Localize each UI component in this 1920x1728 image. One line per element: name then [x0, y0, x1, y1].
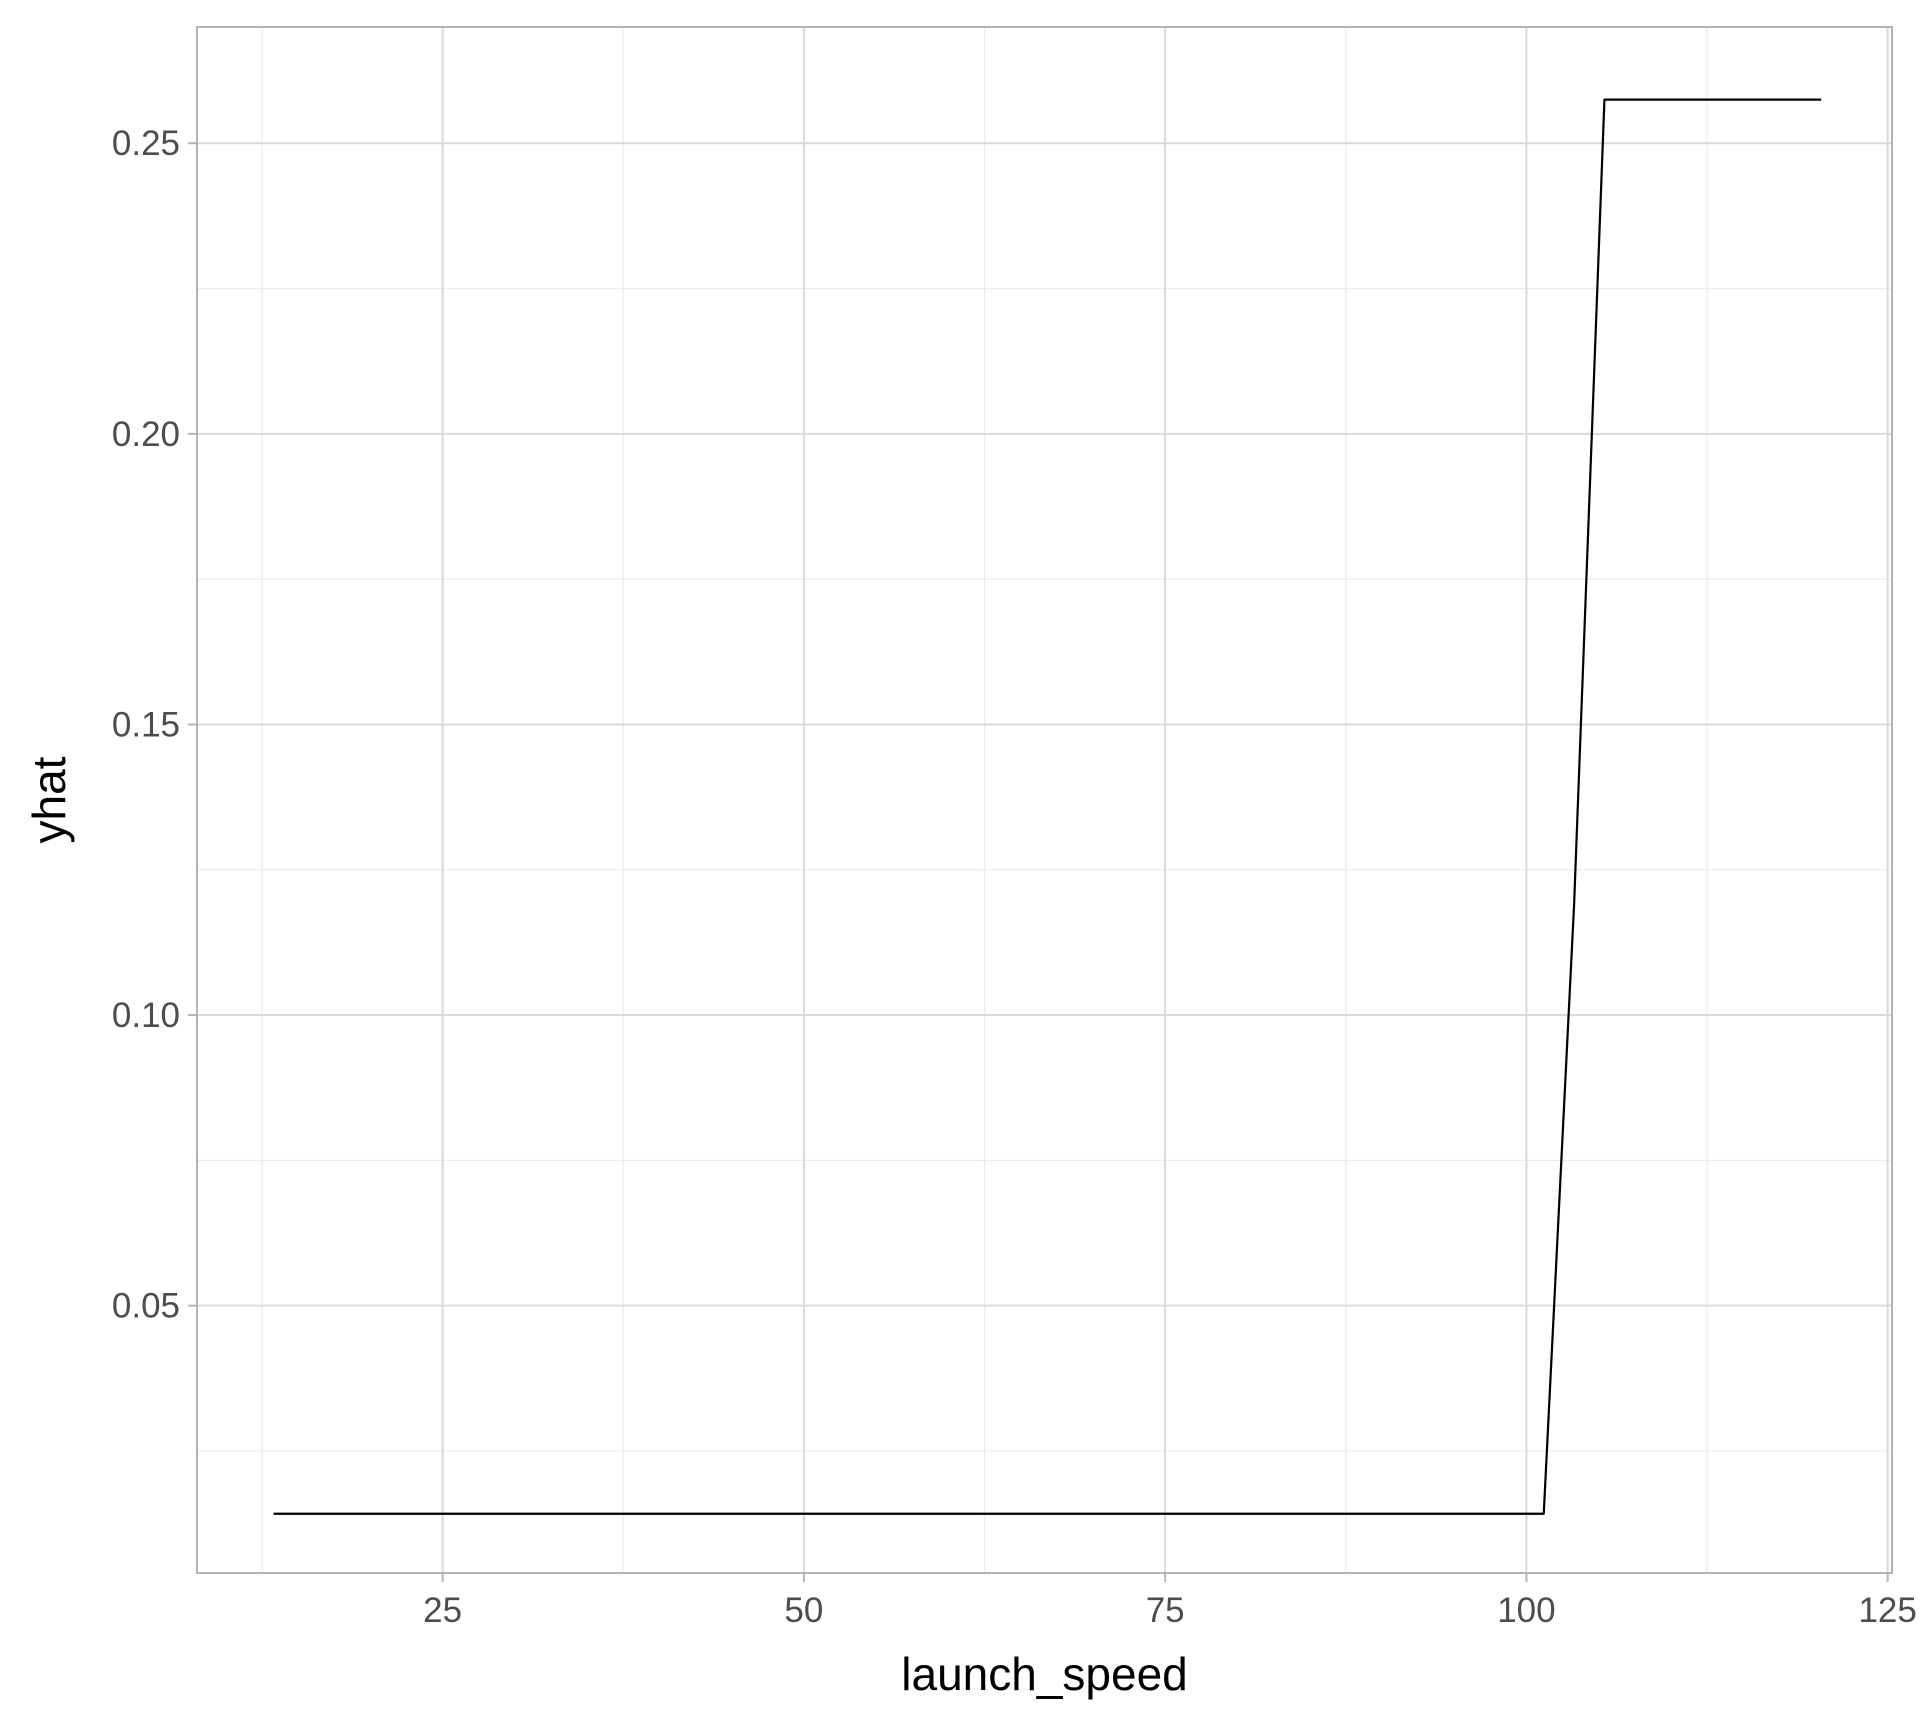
y-tick-label: 0.25: [112, 124, 180, 163]
y-tick-label: 0.10: [112, 996, 180, 1035]
y-tick-label: 0.15: [112, 705, 180, 744]
y-tick-label: 0.20: [112, 415, 180, 454]
y-tick-label: 0.05: [112, 1287, 180, 1326]
y-axis-ticks: 0.05 0.10 0.15 0.20 0.25: [112, 124, 197, 1326]
x-axis-ticks: 25 50 75 100 125: [423, 1573, 1917, 1630]
x-tick-label: 75: [1146, 1591, 1185, 1630]
y-axis-title: yhat: [23, 756, 75, 843]
x-tick-label: 100: [1497, 1591, 1555, 1630]
series-layer: [273, 98, 1822, 1515]
x-tick-label: 50: [784, 1591, 823, 1630]
x-tick-label: 25: [423, 1591, 462, 1630]
x-axis-title: launch_speed: [901, 1648, 1187, 1700]
minor-grid: [197, 27, 1892, 1573]
x-tick-label: 125: [1858, 1591, 1916, 1630]
major-grid: [197, 27, 1892, 1573]
panel-border: [196, 26, 1893, 1574]
series-line: [273, 98, 1822, 1515]
